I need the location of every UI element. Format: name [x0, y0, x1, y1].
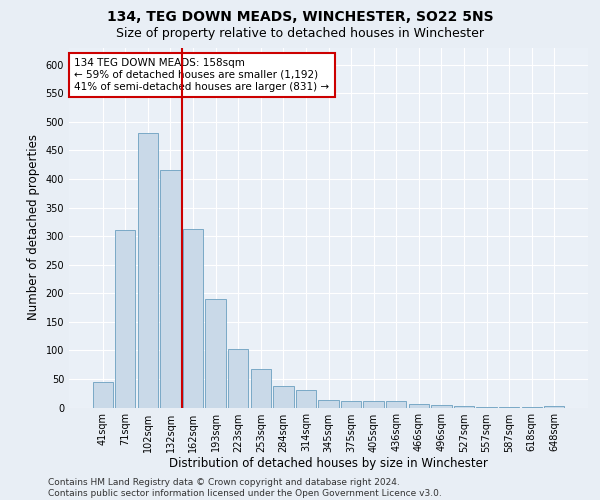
- Bar: [183, 228, 203, 408]
- Text: Size of property relative to detached houses in Winchester: Size of property relative to detached ho…: [116, 28, 484, 40]
- Bar: [454, 406, 474, 408]
- Bar: [296, 390, 316, 407]
- Bar: [138, 133, 158, 407]
- Bar: [273, 386, 293, 407]
- Bar: [341, 401, 361, 407]
- Bar: [521, 407, 542, 408]
- Bar: [115, 230, 136, 408]
- Bar: [228, 349, 248, 408]
- Bar: [499, 407, 519, 408]
- X-axis label: Distribution of detached houses by size in Winchester: Distribution of detached houses by size …: [169, 458, 488, 470]
- Bar: [544, 406, 565, 407]
- Bar: [92, 382, 113, 407]
- Bar: [319, 400, 338, 407]
- Text: Contains HM Land Registry data © Crown copyright and database right 2024.
Contai: Contains HM Land Registry data © Crown c…: [48, 478, 442, 498]
- Bar: [251, 368, 271, 408]
- Bar: [205, 299, 226, 408]
- Bar: [476, 407, 497, 408]
- Y-axis label: Number of detached properties: Number of detached properties: [27, 134, 40, 320]
- Bar: [431, 404, 452, 407]
- Text: 134, TEG DOWN MEADS, WINCHESTER, SO22 5NS: 134, TEG DOWN MEADS, WINCHESTER, SO22 5N…: [107, 10, 493, 24]
- Text: 134 TEG DOWN MEADS: 158sqm
← 59% of detached houses are smaller (1,192)
41% of s: 134 TEG DOWN MEADS: 158sqm ← 59% of deta…: [74, 58, 329, 92]
- Bar: [160, 170, 181, 408]
- Bar: [409, 404, 429, 407]
- Bar: [364, 400, 384, 407]
- Bar: [386, 401, 406, 407]
